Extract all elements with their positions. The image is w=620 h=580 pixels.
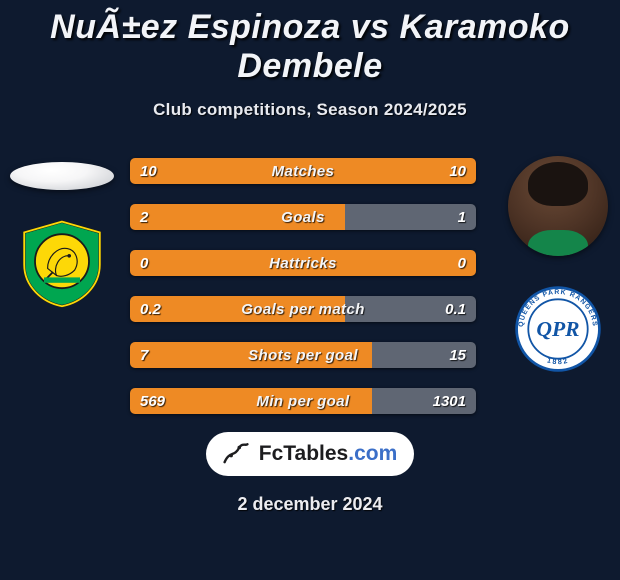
stat-value-right: 1	[458, 204, 466, 230]
subtitle: Club competitions, Season 2024/2025	[0, 100, 620, 120]
player-left-column	[6, 156, 118, 308]
brand-logo-icon	[223, 441, 249, 467]
stat-bar: 0.2Goals per match0.1	[130, 296, 476, 322]
stat-bar: 2Goals1	[130, 204, 476, 230]
stat-bar: 0Hattricks0	[130, 250, 476, 276]
player-right-avatar	[508, 156, 608, 256]
player-right-column: QUEENS PARK RANGERS 1882 QPR	[502, 156, 614, 374]
stat-value-right: 10	[449, 158, 466, 184]
stat-label: Shots per goal	[130, 342, 476, 368]
date: 2 december 2024	[0, 494, 620, 515]
stat-value-right: 15	[449, 342, 466, 368]
club-crest-left	[17, 218, 107, 308]
svg-text:QPR: QPR	[536, 317, 579, 341]
stat-value-right: 0.1	[445, 296, 466, 322]
comparison-layout: 10Matches102Goals10Hattricks00.2Goals pe…	[0, 156, 620, 414]
content-root: NuÃ±ez Espinoza vs Karamoko Dembele Club…	[0, 0, 620, 580]
stat-bar: 569Min per goal1301	[130, 388, 476, 414]
club-crest-right: QUEENS PARK RANGERS 1882 QPR	[513, 284, 603, 374]
stat-bar: 10Matches10	[130, 158, 476, 184]
stat-label: Min per goal	[130, 388, 476, 414]
stat-value-right: 1301	[433, 388, 466, 414]
stat-label: Hattricks	[130, 250, 476, 276]
stat-label: Goals	[130, 204, 476, 230]
stat-bars: 10Matches102Goals10Hattricks00.2Goals pe…	[130, 156, 490, 414]
brand-text-suffix: .com	[348, 442, 397, 465]
brand-text: FcTables.com	[259, 442, 398, 466]
brand-badge: FcTables.com	[206, 432, 414, 476]
stat-label: Matches	[130, 158, 476, 184]
brand-text-main: FcTables	[259, 442, 348, 465]
stat-label: Goals per match	[130, 296, 476, 322]
player-left-avatar	[10, 162, 114, 190]
stat-bar: 7Shots per goal15	[130, 342, 476, 368]
stat-value-right: 0	[458, 250, 466, 276]
page-title: NuÃ±ez Espinoza vs Karamoko Dembele	[0, 8, 620, 86]
